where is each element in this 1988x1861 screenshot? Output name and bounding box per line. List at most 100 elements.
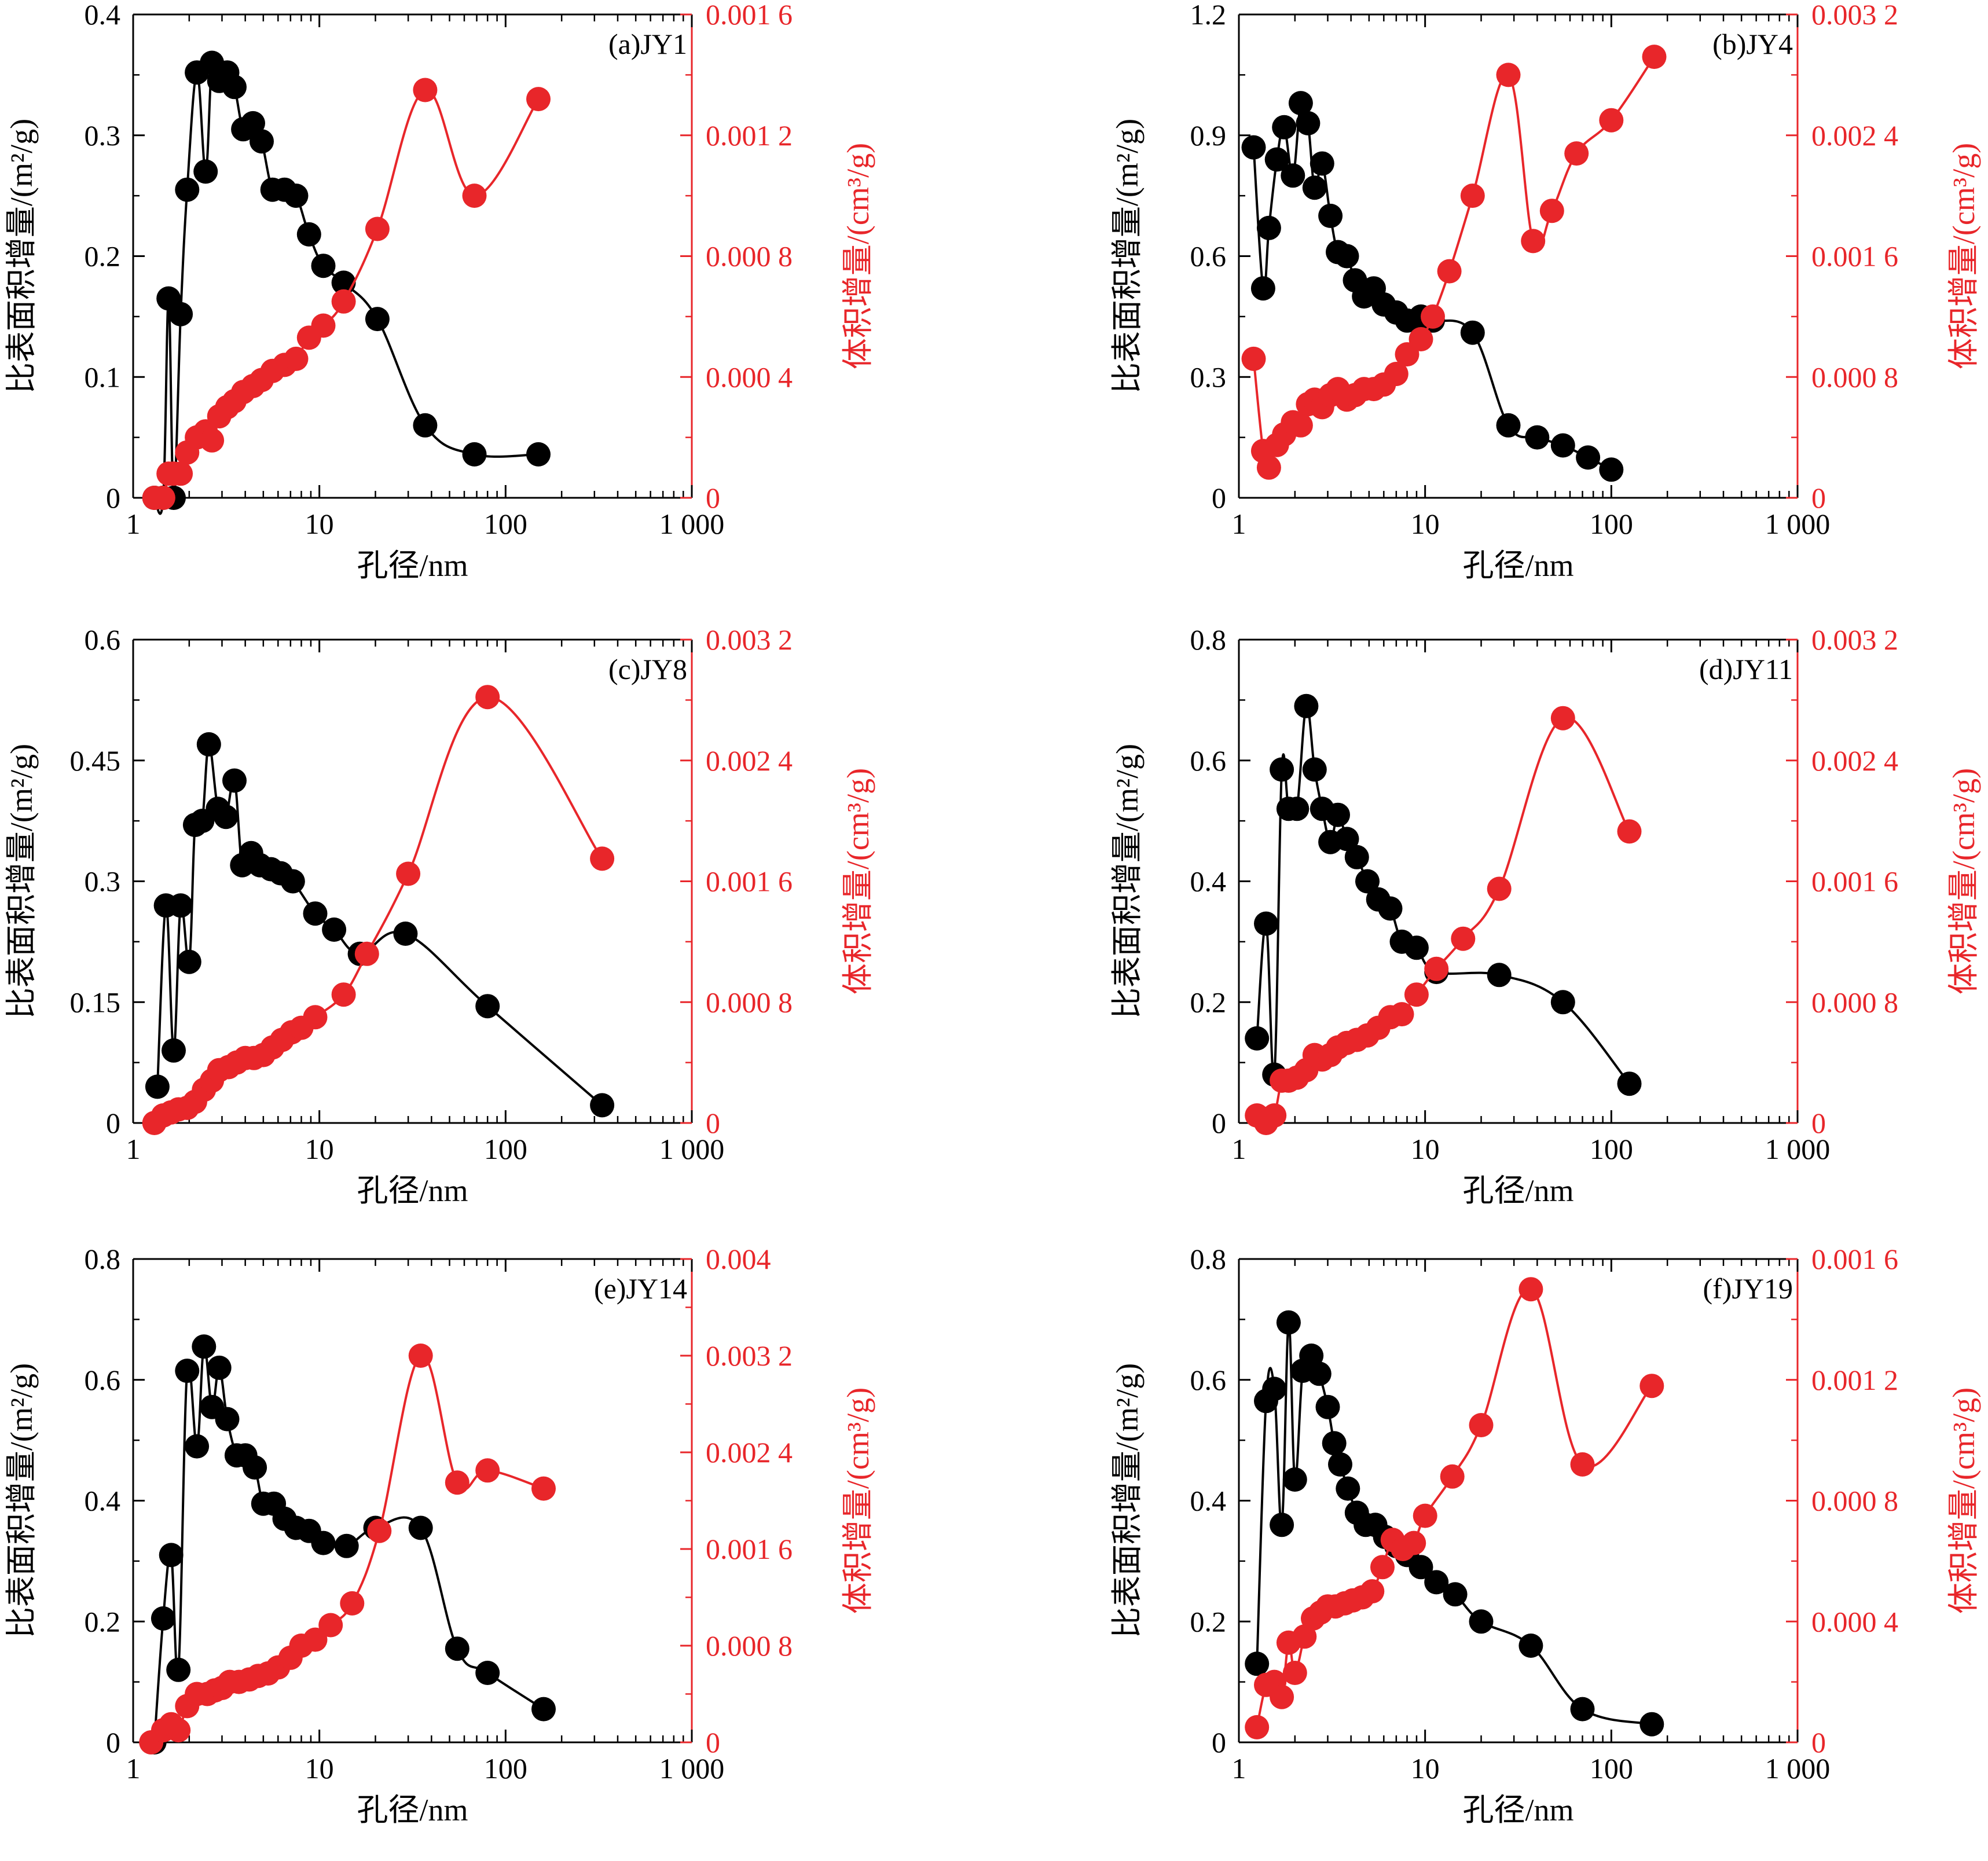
volume-point [1370,1555,1395,1580]
x-tick-label: 10 [1411,508,1440,540]
volume-point [1413,1503,1437,1528]
y-left-tick-label: 0.4 [85,1485,121,1517]
surface-area-point [145,1074,170,1099]
volume-point [396,861,421,886]
surface-area-point [222,768,247,793]
y-left-tick-label: 0.3 [85,865,121,898]
surface-area-point [1256,215,1281,240]
surface-area-point [296,222,321,247]
volume-point [1550,706,1575,731]
y-right-axis-label: 体积增量/(cm³/g) [841,768,875,994]
y-right-axis-label: 体积增量/(cm³/g) [1946,1388,1981,1614]
y-left-tick-label: 0.8 [1190,1243,1227,1275]
volume-point [365,216,390,241]
y-left-tick-label: 0.45 [70,744,121,777]
surface-area-point [250,129,274,154]
surface-area-point [393,922,418,946]
x-axis-label: 孔径/nm [1462,1173,1573,1208]
volume-point [1288,413,1313,438]
volume-point [475,1458,500,1483]
surface-area-point [1307,1361,1332,1386]
surface-area-point [243,1455,267,1480]
volume-point [1639,1374,1664,1398]
surface-area-point [1281,163,1305,188]
volume-point [1469,1413,1494,1437]
x-tick-label: 1 [1232,1752,1246,1785]
volume-point [1496,63,1521,87]
surface-area-point [175,177,200,202]
surface-area-point [413,413,438,438]
y-right-tick-label: 0.001 6 [706,0,793,31]
volume-point [1245,1715,1270,1739]
y-right-axis-label: 体积增量/(cm³/g) [841,1388,875,1614]
y-right-tick-label: 0.003 2 [706,1339,793,1372]
x-tick-label: 100 [484,508,527,540]
y-left-tick-label: 0 [1212,1107,1226,1139]
surface-area-point [1285,796,1310,821]
y-right-tick-label: 0.000 8 [706,240,793,273]
x-tick-label: 100 [1590,1133,1633,1165]
volume-point [1460,183,1485,208]
y-right-tick-label: 0.000 4 [1811,1605,1898,1638]
y-left-tick-label: 0.3 [85,119,121,152]
surface-area-point [1302,175,1327,200]
volume-point [1424,956,1449,981]
surface-area-point [1617,1071,1642,1096]
panel-label: (f)JY19 [1703,1272,1793,1305]
x-tick-label: 10 [305,1133,334,1165]
surface-area-point [151,1606,175,1631]
y-left-tick-label: 0.1 [85,361,121,393]
y-right-tick-label: 0 [1811,482,1826,514]
volume-point [1539,199,1564,223]
y-right-tick-label: 0.000 8 [706,986,793,1018]
y-right-tick-label: 0 [1811,1726,1826,1759]
surface-area-point [365,307,390,332]
surface-area-point [196,732,221,757]
y-right-tick-label: 0.001 6 [1811,1243,1898,1275]
x-tick-label: 100 [1590,1752,1633,1785]
y-right-axis-label: 体积增量/(cm³/g) [841,143,875,369]
surface-area-point [207,1355,232,1380]
surface-area-point [475,994,500,1019]
y-left-tick-label: 0 [106,1107,120,1139]
surface-area-point [475,1661,500,1685]
volume-point [1564,141,1589,166]
y-left-tick-label: 0.2 [1190,986,1227,1018]
y-left-tick-label: 1.2 [1190,0,1227,31]
surface-area-point [1599,457,1624,482]
surface-area-point [590,1093,615,1118]
volume-point [1421,304,1445,329]
y-left-axis-label: 比表面积增量/(m²/g) [1110,744,1145,1019]
surface-area-point [284,183,309,208]
x-tick-label: 1 [126,1133,141,1165]
y-right-tick-label: 0.002 4 [706,744,793,777]
surface-area-point [1334,827,1359,851]
y-right-tick-label: 0.003 2 [1811,0,1898,31]
surface-area-point [1496,413,1521,438]
volume-point [445,1470,470,1495]
surface-area-point [303,901,328,926]
surface-area-point [1264,147,1289,172]
x-axis-label: 孔径/nm [357,1173,468,1208]
surface-area-point [214,805,239,829]
surface-area-point [193,159,218,184]
surface-area-point [1326,802,1350,827]
y-right-tick-label: 0.003 2 [1811,623,1898,656]
y-left-tick-label: 0.8 [85,1243,121,1275]
surface-area-point [1282,1467,1307,1492]
surface-area-point [1576,445,1601,470]
y-right-tick-label: 0.001 6 [1811,240,1898,273]
y-left-axis-label: 比表面积增量/(m²/g) [4,119,39,394]
surface-area-point [241,111,265,135]
y-right-tick-label: 0.002 4 [706,1436,793,1469]
surface-area-point [1315,1394,1340,1419]
surface-area-point [1460,320,1485,345]
surface-area-point [177,949,201,974]
x-tick-label: 1 000 [1765,1133,1831,1165]
y-right-tick-label: 0.002 4 [1811,119,1898,152]
x-tick-label: 1 000 [659,1752,725,1785]
